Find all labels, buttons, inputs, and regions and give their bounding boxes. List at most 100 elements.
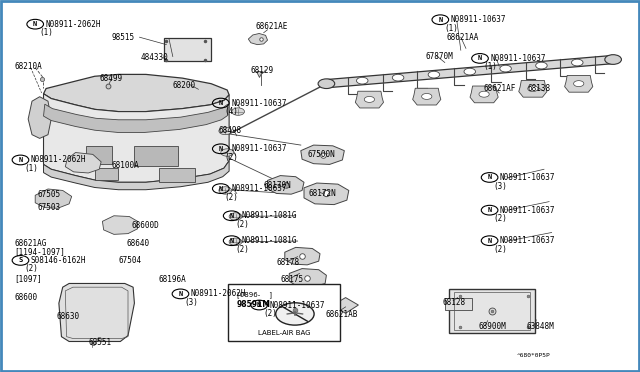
- Text: 98591M: 98591M: [237, 300, 271, 309]
- Text: (2): (2): [225, 193, 239, 202]
- Circle shape: [356, 77, 368, 84]
- Circle shape: [276, 303, 314, 325]
- Text: N: N: [230, 238, 234, 244]
- Text: 68170N: 68170N: [264, 181, 291, 190]
- Text: 484330: 484330: [141, 53, 168, 62]
- Text: N: N: [219, 100, 223, 106]
- Circle shape: [229, 213, 242, 220]
- Text: (3): (3): [493, 182, 508, 190]
- Polygon shape: [44, 161, 229, 190]
- Polygon shape: [44, 74, 229, 112]
- Text: (1): (1): [444, 24, 458, 33]
- Text: N08911-10637: N08911-10637: [490, 54, 546, 63]
- Circle shape: [255, 302, 268, 310]
- Polygon shape: [44, 94, 229, 182]
- Text: (1): (1): [484, 62, 498, 71]
- Polygon shape: [332, 298, 358, 313]
- Polygon shape: [413, 88, 441, 105]
- Circle shape: [479, 91, 489, 97]
- Text: N08911-10637: N08911-10637: [500, 206, 556, 215]
- Text: 68210A: 68210A: [14, 62, 42, 71]
- Text: S08146-6162H: S08146-6162H: [31, 256, 86, 265]
- Circle shape: [221, 149, 234, 156]
- Text: 68630: 68630: [56, 312, 79, 321]
- Circle shape: [219, 187, 232, 194]
- Text: 67870M: 67870M: [426, 52, 453, 61]
- Text: N: N: [438, 17, 442, 23]
- Text: N: N: [230, 213, 234, 219]
- Polygon shape: [304, 183, 349, 205]
- Circle shape: [428, 71, 440, 78]
- Circle shape: [528, 86, 538, 92]
- Text: 68175: 68175: [280, 275, 303, 284]
- Circle shape: [536, 62, 547, 69]
- Polygon shape: [285, 247, 320, 265]
- Text: 68129: 68129: [251, 66, 274, 75]
- FancyBboxPatch shape: [449, 289, 535, 333]
- Text: N08911-10637: N08911-10637: [500, 173, 556, 182]
- Text: 68551: 68551: [88, 338, 111, 347]
- Text: N: N: [257, 302, 261, 308]
- Text: N08911-10637: N08911-10637: [231, 184, 287, 193]
- Polygon shape: [355, 91, 383, 108]
- Text: 98515: 98515: [112, 33, 135, 42]
- Bar: [134, 146, 178, 166]
- Bar: [86, 146, 112, 164]
- Text: 68600D: 68600D: [131, 221, 159, 230]
- Text: S: S: [19, 257, 22, 263]
- Text: 68499: 68499: [99, 74, 122, 83]
- Text: N: N: [478, 55, 482, 61]
- Text: [1097]: [1097]: [14, 274, 42, 283]
- Text: 63848M: 63848M: [526, 322, 554, 331]
- Polygon shape: [564, 76, 593, 92]
- Text: 68621AE: 68621AE: [256, 22, 289, 31]
- Text: (1): (1): [24, 164, 38, 173]
- Polygon shape: [470, 86, 498, 103]
- Text: (4): (4): [225, 107, 239, 116]
- Text: N08911-2062H: N08911-2062H: [45, 20, 101, 29]
- Text: N08911-10637: N08911-10637: [231, 144, 287, 153]
- Text: 68621AA: 68621AA: [447, 33, 479, 42]
- Circle shape: [364, 96, 374, 102]
- Text: 68196A: 68196A: [159, 275, 186, 284]
- Text: N08911-1081G: N08911-1081G: [242, 236, 298, 245]
- Text: (3): (3): [184, 298, 198, 307]
- Circle shape: [572, 59, 583, 66]
- Text: N: N: [179, 291, 182, 297]
- Text: N08911-10637: N08911-10637: [269, 301, 325, 310]
- Text: (2): (2): [493, 245, 508, 254]
- Text: ^680*0P5P: ^680*0P5P: [517, 353, 551, 358]
- Text: LABEL-AIR BAG: LABEL-AIR BAG: [258, 330, 310, 336]
- Circle shape: [229, 238, 242, 246]
- Text: (2): (2): [493, 214, 508, 223]
- Text: 68172N: 68172N: [308, 189, 336, 198]
- Circle shape: [232, 108, 244, 115]
- Polygon shape: [35, 189, 72, 208]
- Text: 68900M: 68900M: [479, 322, 506, 331]
- Circle shape: [318, 79, 335, 89]
- Text: N08911-2062H: N08911-2062H: [31, 155, 86, 164]
- Polygon shape: [289, 269, 326, 287]
- Text: N08911-10637: N08911-10637: [451, 15, 506, 24]
- Text: 68621AG: 68621AG: [14, 239, 47, 248]
- Polygon shape: [65, 153, 101, 173]
- Text: 68621AF: 68621AF: [483, 84, 516, 93]
- Circle shape: [500, 65, 511, 72]
- Text: 67504: 67504: [118, 256, 141, 265]
- Text: N08911-1081G: N08911-1081G: [242, 211, 298, 220]
- Text: 68498: 68498: [219, 126, 242, 135]
- Text: 68128: 68128: [443, 298, 466, 307]
- Polygon shape: [519, 80, 547, 97]
- Text: N: N: [488, 174, 492, 180]
- Polygon shape: [102, 216, 138, 234]
- Text: (2): (2): [236, 220, 250, 229]
- Polygon shape: [325, 55, 614, 88]
- Circle shape: [605, 55, 621, 64]
- Circle shape: [321, 80, 332, 87]
- Text: N: N: [219, 186, 223, 192]
- Polygon shape: [268, 176, 304, 194]
- Text: 68600: 68600: [14, 293, 37, 302]
- Text: (2): (2): [236, 245, 250, 254]
- Text: N: N: [33, 21, 37, 27]
- Bar: [95, 168, 118, 180]
